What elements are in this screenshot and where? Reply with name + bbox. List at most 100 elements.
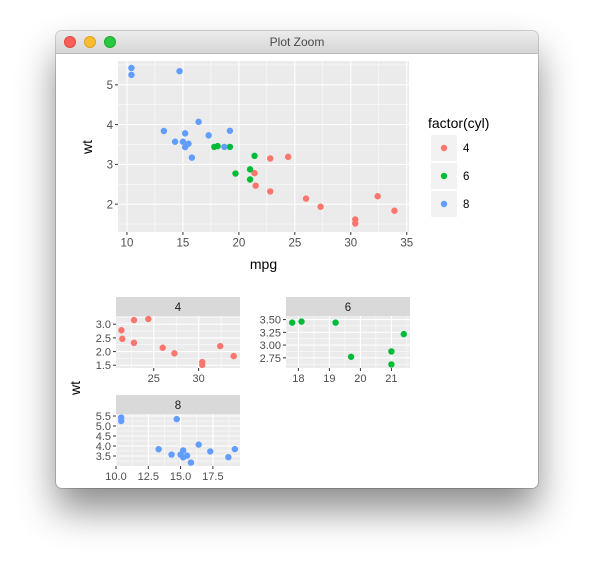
main-y-axis-title: wt bbox=[79, 140, 95, 155]
x-tick-label: 25 bbox=[148, 373, 160, 385]
y-tick-label: 2 bbox=[107, 199, 113, 211]
window-titlebar[interactable]: Plot Zoom bbox=[56, 31, 538, 54]
y-tick-label: 3.0 bbox=[96, 319, 111, 331]
data-point bbox=[251, 169, 258, 177]
y-tick-label: 3.25 bbox=[260, 327, 281, 339]
data-point bbox=[187, 459, 195, 466]
y-tick-label: 3.00 bbox=[260, 340, 281, 352]
data-point bbox=[221, 143, 228, 151]
data-point bbox=[168, 451, 175, 458]
y-tick-label: 2.75 bbox=[260, 353, 281, 365]
y-tick-label: 1.5 bbox=[96, 360, 111, 372]
data-point bbox=[128, 71, 135, 79]
x-tick-label: 35 bbox=[400, 238, 413, 250]
data-point bbox=[173, 415, 180, 423]
data-point bbox=[391, 207, 398, 214]
data-point bbox=[119, 335, 126, 343]
data-point bbox=[207, 448, 214, 455]
window-title: Plot Zoom bbox=[269, 35, 325, 49]
y-tick-label: 2.5 bbox=[96, 333, 111, 345]
data-point bbox=[400, 330, 407, 338]
data-point bbox=[231, 445, 239, 453]
y-tick-label: 3 bbox=[107, 160, 113, 172]
data-point bbox=[176, 67, 183, 75]
panel-background bbox=[116, 414, 240, 466]
y-tick-label: 3.50 bbox=[260, 315, 281, 327]
facet-strip-4: 4 bbox=[116, 297, 240, 316]
data-point bbox=[225, 454, 232, 461]
legend-label-6: 6 bbox=[463, 171, 469, 183]
data-point bbox=[179, 138, 187, 145]
x-tick-label: 25 bbox=[288, 238, 301, 250]
x-tick-label: 12.5 bbox=[138, 471, 159, 483]
data-point bbox=[246, 176, 254, 183]
facet-strip-label: 6 bbox=[345, 302, 351, 314]
data-point bbox=[267, 155, 274, 162]
data-point bbox=[160, 127, 168, 135]
x-tick-label: 10.0 bbox=[105, 471, 126, 483]
y-tick-label: 4 bbox=[107, 120, 114, 132]
x-tick-label: 30 bbox=[193, 373, 205, 385]
data-point bbox=[195, 118, 202, 126]
x-tick-label: 18 bbox=[292, 373, 304, 385]
data-point bbox=[159, 344, 166, 351]
data-point bbox=[332, 319, 339, 326]
y-tick-label: 5.5 bbox=[96, 411, 111, 423]
legend-title: factor(cyl) bbox=[428, 115, 489, 131]
data-point bbox=[298, 318, 305, 325]
data-point bbox=[388, 361, 395, 368]
data-point bbox=[317, 203, 324, 210]
data-point bbox=[205, 132, 212, 139]
data-point bbox=[171, 350, 178, 357]
facet-strip-label: 8 bbox=[175, 400, 181, 412]
main-x-axis-title: mpg bbox=[250, 256, 277, 272]
data-point bbox=[347, 353, 355, 360]
data-point bbox=[217, 342, 224, 350]
zoom-window-button[interactable] bbox=[104, 36, 116, 48]
data-point bbox=[128, 64, 135, 72]
data-point bbox=[251, 152, 258, 160]
data-point bbox=[130, 339, 138, 347]
data-point bbox=[232, 170, 239, 177]
y-tick-label: 4.5 bbox=[96, 431, 111, 443]
x-tick-label: 30 bbox=[344, 238, 357, 250]
data-point bbox=[195, 441, 202, 448]
y-tick-label: 5 bbox=[107, 80, 113, 92]
data-point bbox=[118, 327, 125, 334]
data-point bbox=[226, 127, 234, 134]
minimize-window-button[interactable] bbox=[84, 36, 96, 48]
x-tick-label: 20 bbox=[354, 373, 366, 385]
close-window-button[interactable] bbox=[64, 36, 76, 48]
facet-strip-background bbox=[116, 395, 240, 414]
data-point bbox=[267, 188, 274, 195]
data-point bbox=[211, 143, 218, 151]
data-point bbox=[181, 143, 189, 151]
legend: factor(cyl) 4 6 8 bbox=[428, 115, 489, 217]
x-tick-label: 17.5 bbox=[202, 471, 223, 483]
legend-swatch-8 bbox=[440, 200, 448, 208]
data-point bbox=[145, 315, 152, 323]
data-point bbox=[230, 352, 237, 360]
data-point bbox=[155, 446, 162, 453]
data-point bbox=[246, 166, 254, 173]
data-point bbox=[352, 220, 359, 227]
data-point bbox=[199, 361, 206, 369]
panel-background bbox=[118, 61, 409, 232]
facet-strip-6: 6 bbox=[286, 297, 410, 316]
facet-panel-4: 1.52.0 2.5 3.0 25 30 bbox=[96, 315, 240, 385]
legend-swatch-6 bbox=[440, 172, 448, 180]
data-point bbox=[226, 143, 234, 151]
data-point bbox=[188, 154, 196, 161]
x-tick-label: 20 bbox=[232, 238, 245, 250]
data-point bbox=[252, 182, 259, 189]
facet-strip-background bbox=[286, 297, 410, 316]
y-tick-label: 5.0 bbox=[96, 421, 111, 433]
data-point bbox=[177, 451, 184, 458]
facet-x-axis-title: mpg bbox=[249, 484, 276, 488]
x-tick-label: 15 bbox=[177, 238, 190, 250]
facet-panel-6: 2.753.003.253.50 18 19 20 21 bbox=[260, 315, 410, 385]
facet-y-axis-title: wt bbox=[67, 381, 83, 396]
facet-strip-background bbox=[116, 297, 240, 316]
x-tick-label: 21 bbox=[385, 373, 397, 385]
